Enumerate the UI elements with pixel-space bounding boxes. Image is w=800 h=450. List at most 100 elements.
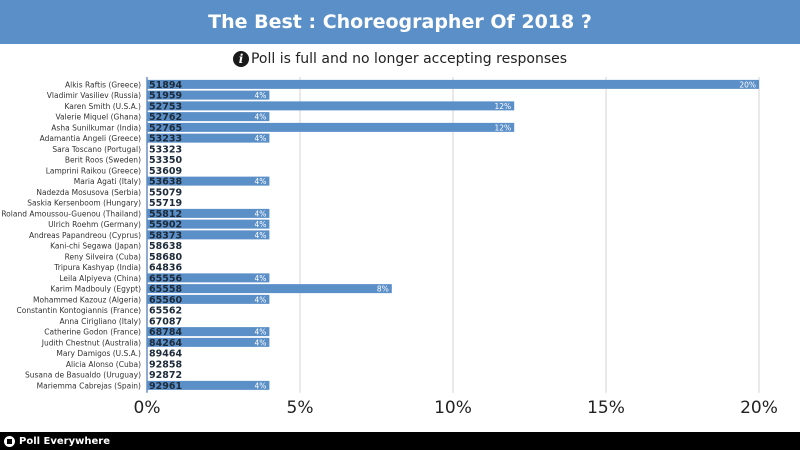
poll-closed-notice: i Poll is full and no longer accepting r…: [0, 48, 800, 70]
x-tick-label: 20%: [740, 398, 778, 418]
x-tick-label: 5%: [287, 398, 314, 418]
bar-code-label: 52753: [149, 101, 182, 112]
bar: [147, 112, 270, 122]
row-label: Ulrich Roehm (Germany): [48, 220, 141, 229]
row-label: Valerie Miquel (Ghana): [55, 113, 141, 122]
bar-code-label: 55902: [149, 220, 182, 231]
poll-everywhere-logo-icon: [4, 435, 15, 447]
bar-value-label: 20%: [739, 80, 756, 89]
bar-value-label: 4%: [254, 338, 266, 347]
bar: [147, 273, 270, 283]
bar: [147, 122, 515, 132]
row-label: Judith Chestnut (Australia): [41, 338, 141, 347]
row-label: Karen Smith (U.S.A.): [64, 102, 141, 111]
poll-title: The Best : Choreographer Of 2018 ?: [208, 11, 592, 33]
row-label: Susana de Basualdo (Uruguay): [25, 371, 141, 380]
row-label: Saskia Kersenboom (Hungary): [27, 199, 141, 208]
bar-code-label: 53233: [149, 134, 182, 145]
bar: [147, 284, 392, 294]
bar-code-label: 51959: [149, 91, 182, 102]
bar: [147, 176, 270, 186]
bar-code-label: 84264: [149, 338, 182, 349]
bar-value-label: 4%: [254, 231, 266, 240]
bar: [147, 380, 270, 390]
bar: [147, 230, 270, 240]
bar-value-label: 4%: [254, 209, 266, 218]
bar-code-label: 55812: [149, 209, 182, 220]
footer-brand: Poll Everywhere: [19, 435, 110, 447]
bar-value-label: 4%: [254, 274, 266, 283]
bar: [147, 337, 270, 347]
bar: [147, 79, 759, 89]
bar-code-label: 53323: [149, 144, 182, 155]
bar-code-label: 58373: [149, 230, 182, 241]
bar-value-label: 4%: [254, 381, 266, 390]
bar-code-label: 51894: [149, 80, 182, 91]
info-icon: i: [232, 51, 249, 67]
bar-code-label: 58680: [149, 252, 182, 263]
bar-code-label: 55719: [149, 198, 182, 209]
row-label: Berit Roos (Sweden): [65, 156, 141, 165]
row-label: Anna Cirigliano (Italy): [60, 317, 142, 326]
bar-value-label: 4%: [254, 295, 266, 304]
row-label: Mary Damigos (U.S.A.): [56, 349, 141, 358]
bar-code-label: 52765: [149, 123, 182, 134]
bar-value-label: 8%: [377, 285, 389, 294]
row-label: Lamprini Raikou (Greece): [46, 166, 141, 175]
row-label: Andreas Papandreou (Cyprus): [29, 231, 141, 240]
bar-code-label: 53609: [149, 166, 182, 177]
row-label: Alicia Alonso (Cuba): [66, 360, 141, 369]
row-label: Asha Sunilkumar (India): [51, 123, 141, 132]
x-tick-label: 10%: [434, 398, 472, 418]
bar-code-label: 92858: [149, 359, 182, 370]
bar-code-label: 55079: [149, 187, 182, 198]
bar-code-label: 53350: [149, 155, 182, 166]
bar-value-label: 4%: [254, 328, 266, 337]
row-label: Nadezda Mosusova (Serbia): [36, 188, 141, 197]
bar-code-label: 92872: [149, 370, 182, 381]
row-label: Vladimir Vasiliev (Russia): [47, 91, 141, 100]
bar-code-label: 65558: [149, 284, 182, 295]
x-tick-label: 0%: [134, 398, 161, 418]
x-tick-label: 15%: [587, 398, 625, 418]
bar-value-label: 12%: [495, 123, 512, 132]
bar-value-label: 4%: [254, 220, 266, 229]
bar-code-label: 65560: [149, 295, 182, 306]
bar-code-label: 65562: [149, 306, 182, 317]
row-label: Constantin Kontogiannis (France): [17, 306, 142, 315]
bar-code-label: 53638: [149, 177, 182, 188]
bar-value-label: 4%: [254, 177, 266, 186]
bar-code-label: 92961: [149, 381, 182, 392]
row-label: Roland Amoussou-Guenou (Thailand): [1, 209, 141, 218]
footer-bar: Poll Everywhere: [0, 432, 800, 450]
bar: [147, 101, 515, 111]
bar: [147, 133, 270, 143]
row-label: Mariemma Cabrejas (Spain): [37, 381, 141, 390]
poll-header: The Best : Choreographer Of 2018 ?: [0, 0, 800, 44]
row-label: Maria Agati (Italy): [74, 177, 141, 186]
bar-code-label: 65556: [149, 273, 182, 284]
bar: [147, 90, 270, 100]
row-label: Reny Silveira (Cuba): [65, 252, 141, 261]
row-label: Catherine Godon (France): [44, 328, 141, 337]
bar-code-label: 89464: [149, 349, 182, 360]
poll-closed-text: Poll is full and no longer accepting res…: [250, 51, 568, 67]
bar: [147, 327, 270, 337]
row-label: Tripura Kashyap (India): [53, 263, 141, 272]
row-label: Alkis Raftis (Greece): [65, 80, 141, 89]
bar-code-label: 58638: [149, 241, 182, 252]
row-label: Kani-chi Segawa (Japan): [50, 242, 141, 251]
bar-value-label: 4%: [254, 134, 266, 143]
row-label: Adamantia Angeli (Greece): [40, 134, 141, 143]
bar: [147, 208, 270, 218]
bar-code-label: 68784: [149, 327, 182, 338]
bar-value-label: 4%: [254, 91, 266, 100]
bar-code-label: 52762: [149, 112, 182, 123]
bar-code-label: 67087: [149, 316, 182, 327]
row-label: Mohammed Kazouz (Algeria): [33, 295, 141, 304]
bar: [147, 219, 270, 229]
row-label: Karim Madbouly (Egypt): [50, 285, 141, 294]
bar: [147, 294, 270, 304]
bar-value-label: 4%: [254, 113, 266, 122]
